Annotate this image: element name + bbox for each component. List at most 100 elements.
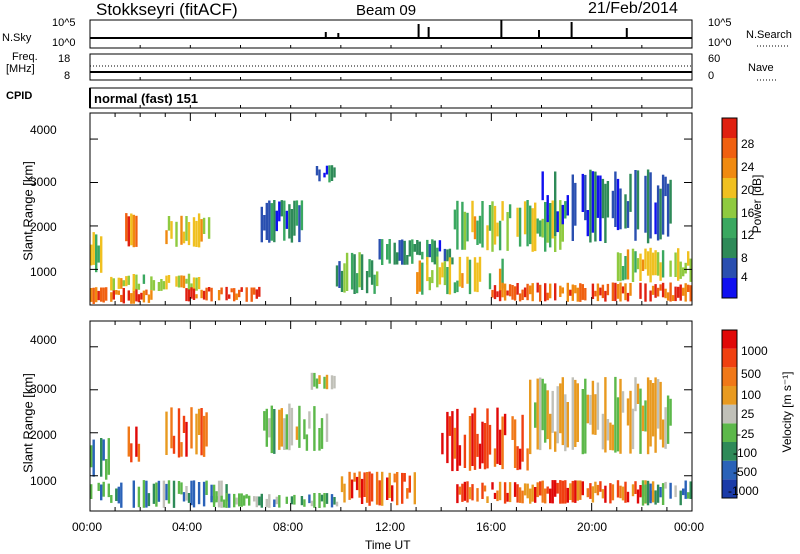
power-echo-bin xyxy=(634,170,637,241)
velocity-cb-tick-neg1000: -1000 xyxy=(728,484,759,498)
power-echo-bin xyxy=(619,188,622,230)
velocity-echo-bin xyxy=(471,413,474,466)
power-echo-bin xyxy=(594,171,597,242)
velocity-echo-bin xyxy=(325,413,329,442)
power-echo-bin xyxy=(511,285,514,300)
velocity-echo-bin xyxy=(135,426,138,457)
velocity-echo-bin xyxy=(529,488,532,504)
velocity-echo-bin xyxy=(391,485,394,502)
xtick-0400: 04:00 xyxy=(172,520,203,534)
velocity-echo-bin xyxy=(177,408,181,458)
velocity-cb-tick-25: 25 xyxy=(741,407,755,421)
power-echo-bin xyxy=(626,201,630,228)
power-echo-bin xyxy=(523,201,527,235)
velocity-echo-bin xyxy=(293,494,296,505)
power-echo-bin xyxy=(498,220,502,251)
power-echo-bin xyxy=(446,267,449,295)
velocity-echo-bin xyxy=(222,499,226,508)
power-echo-bin xyxy=(132,287,135,304)
velocity-echo-bin xyxy=(639,388,642,454)
power-ytick-2000: 2000 xyxy=(30,220,57,234)
velocity-colorbar-swatch xyxy=(722,367,737,386)
velocity-echo-bin xyxy=(235,497,238,505)
power-echo-bin xyxy=(195,220,198,247)
velocity-echo-bin xyxy=(210,484,213,500)
power-echo-bin xyxy=(506,290,509,296)
power-echo-bin xyxy=(571,284,574,301)
power-echo-bin xyxy=(664,288,667,299)
power-echo-bin xyxy=(253,287,256,295)
power-echo-bin xyxy=(205,287,208,301)
power-echo-bin xyxy=(418,260,421,292)
velocity-echo-bin xyxy=(253,496,256,502)
power-echo-bin xyxy=(350,252,354,290)
velocity-echo-bin xyxy=(325,374,329,390)
freq-tick-bottom: 8 xyxy=(64,70,71,82)
power-echo-bin xyxy=(197,213,201,248)
power-echo-bin xyxy=(456,200,459,250)
velocity-echo-bin xyxy=(157,480,161,502)
power-echo-bin xyxy=(290,209,294,243)
power-echo-bin xyxy=(674,286,677,302)
velocity-echo-bin xyxy=(288,403,291,451)
power-echo-bin xyxy=(513,286,517,301)
power-echo-bin xyxy=(566,195,569,216)
power-echo-bin xyxy=(561,287,564,294)
power-echo-bin xyxy=(358,252,361,288)
power-echo-bin xyxy=(192,217,196,247)
power-echo-bin xyxy=(626,292,630,302)
velocity-echo-bin xyxy=(225,484,228,502)
power-echo-bin xyxy=(621,286,625,294)
velocity-echo-bin xyxy=(649,380,652,447)
power-echo-bin xyxy=(110,292,113,302)
velocity-echo-bin xyxy=(155,482,158,507)
velocity-echo-bin xyxy=(488,424,492,455)
velocity-echo-bin xyxy=(644,400,647,432)
velocity-echo-bin xyxy=(646,377,650,455)
power-echo-bin xyxy=(180,215,183,245)
power-echo-bin xyxy=(92,287,95,304)
power-echo-bin xyxy=(145,289,148,296)
velocity-echo-bin xyxy=(586,488,589,498)
velocity-echo-bin xyxy=(661,483,665,505)
power-echo-bin xyxy=(687,284,690,292)
power-echo-bin xyxy=(611,190,615,219)
power-echo-bin xyxy=(268,200,271,243)
power-echo-bin xyxy=(217,290,221,301)
power-echo-bin xyxy=(125,276,128,287)
power-echo-bin xyxy=(426,239,429,265)
velocity-cb-tick-100: 100 xyxy=(741,388,762,402)
power-echo-bin xyxy=(687,251,690,266)
velocity-echo-bin xyxy=(571,480,574,503)
velocity-echo-bin xyxy=(619,378,622,454)
velocity-echo-bin xyxy=(549,488,552,504)
velocity-echo-bin xyxy=(90,484,93,499)
velocity-echo-bin xyxy=(205,480,208,495)
xtick-0800: 08:00 xyxy=(273,520,304,534)
power-echo-bin xyxy=(443,248,447,262)
velocity-echo-bin xyxy=(564,480,567,504)
velocity-echo-bin xyxy=(491,482,494,490)
date-label: 21/Feb/2014 xyxy=(588,0,678,17)
power-echo-bin xyxy=(137,294,141,303)
velocity-echo-bin xyxy=(348,471,351,500)
velocity-echo-bin xyxy=(574,480,577,503)
power-echo-bin xyxy=(466,256,469,284)
power-echo-bin xyxy=(531,283,534,302)
power-echo-bin xyxy=(428,244,431,258)
power-echo-bin xyxy=(207,217,211,239)
velocity-echo-bin xyxy=(162,480,166,508)
velocity-echo-bin xyxy=(574,379,577,447)
power-echo-bin xyxy=(478,215,482,244)
velocity-echo-bin xyxy=(268,494,271,508)
velocity-echo-bin xyxy=(137,486,141,508)
velocity-echo-bin xyxy=(468,416,472,471)
velocity-echo-bin xyxy=(496,407,499,464)
velocity-echo-bin xyxy=(325,493,329,504)
power-echo-bin xyxy=(684,262,687,274)
power-echo-bin xyxy=(624,194,627,229)
power-echo-bin xyxy=(182,231,186,244)
power-echo-bin xyxy=(654,284,657,298)
power-echo-bin xyxy=(473,216,477,240)
power-echo-bin xyxy=(202,290,206,300)
